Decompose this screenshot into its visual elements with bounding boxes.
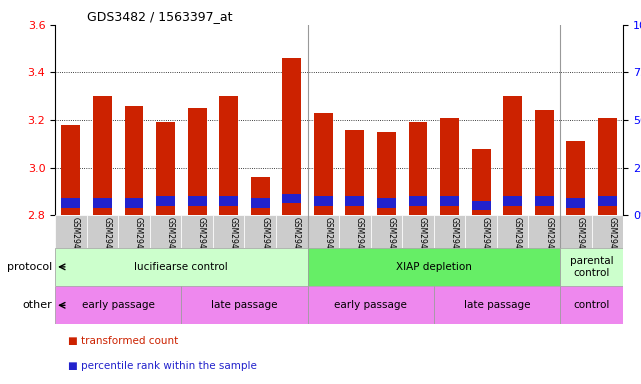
Bar <box>244 215 276 248</box>
Bar <box>434 215 465 248</box>
Bar <box>276 215 308 248</box>
Text: GSM294813: GSM294813 <box>544 217 553 263</box>
Text: GSM294819: GSM294819 <box>607 217 616 263</box>
Text: GSM294803: GSM294803 <box>103 217 112 263</box>
Bar <box>55 286 181 324</box>
Text: early passage: early passage <box>82 300 154 310</box>
Bar <box>156 196 175 205</box>
Bar <box>251 199 270 208</box>
Text: GSM294810: GSM294810 <box>449 217 458 263</box>
Text: GSM294817: GSM294817 <box>292 217 301 263</box>
Bar <box>408 122 428 215</box>
Bar <box>370 215 402 248</box>
Bar <box>124 199 144 208</box>
Bar <box>188 196 206 205</box>
Bar <box>118 215 150 248</box>
Bar <box>188 108 206 215</box>
Text: late passage: late passage <box>211 300 278 310</box>
Bar <box>560 248 623 286</box>
Bar <box>465 215 497 248</box>
Text: control: control <box>573 300 610 310</box>
Bar <box>402 215 434 248</box>
Text: GDS3482 / 1563397_at: GDS3482 / 1563397_at <box>87 10 233 23</box>
Text: GSM294814: GSM294814 <box>197 217 206 263</box>
Bar <box>150 215 181 248</box>
Bar <box>55 248 308 286</box>
Bar <box>535 196 554 205</box>
Bar <box>497 215 528 248</box>
Bar <box>345 196 364 205</box>
Bar <box>213 215 244 248</box>
Bar <box>560 286 623 324</box>
Text: GSM294802: GSM294802 <box>71 217 80 263</box>
Text: other: other <box>22 300 52 310</box>
Bar <box>314 196 333 205</box>
Bar <box>93 96 112 215</box>
Bar <box>566 141 585 215</box>
Bar <box>566 199 585 208</box>
Bar <box>377 199 396 208</box>
Bar <box>535 111 554 215</box>
Text: lucifiearse control: lucifiearse control <box>135 262 228 272</box>
Bar <box>124 106 144 215</box>
Text: GSM294805: GSM294805 <box>165 217 174 263</box>
Text: parental
control: parental control <box>570 256 613 278</box>
Bar <box>219 96 238 215</box>
Text: ■ percentile rank within the sample: ■ percentile rank within the sample <box>68 361 257 371</box>
Bar <box>528 215 560 248</box>
Bar <box>560 215 592 248</box>
Text: XIAP depletion: XIAP depletion <box>395 262 472 272</box>
Text: early passage: early passage <box>334 300 407 310</box>
Text: GSM294815: GSM294815 <box>229 217 238 263</box>
Text: GSM294806: GSM294806 <box>323 217 332 263</box>
Bar <box>282 58 301 215</box>
Bar <box>219 196 238 205</box>
Text: GSM294816: GSM294816 <box>260 217 269 263</box>
Bar <box>472 201 490 210</box>
Text: late passage: late passage <box>463 300 530 310</box>
Bar <box>339 215 370 248</box>
Bar <box>345 129 364 215</box>
Bar <box>87 215 118 248</box>
Text: GSM294807: GSM294807 <box>355 217 364 263</box>
Bar <box>408 196 428 205</box>
Bar <box>308 248 560 286</box>
Bar <box>598 118 617 215</box>
Bar <box>55 215 87 248</box>
Bar <box>592 215 623 248</box>
Text: GSM294812: GSM294812 <box>513 217 522 263</box>
Bar <box>181 286 308 324</box>
Bar <box>440 196 459 205</box>
Bar <box>377 132 396 215</box>
Text: protocol: protocol <box>6 262 52 272</box>
Text: ■ transformed count: ■ transformed count <box>68 336 178 346</box>
Bar <box>308 215 339 248</box>
Bar <box>598 196 617 205</box>
Bar <box>156 122 175 215</box>
Bar <box>503 96 522 215</box>
Text: GSM294804: GSM294804 <box>134 217 143 263</box>
Text: GSM294809: GSM294809 <box>418 217 427 263</box>
Bar <box>434 286 560 324</box>
Bar <box>503 196 522 205</box>
Bar <box>181 215 213 248</box>
Bar <box>314 113 333 215</box>
Bar <box>308 286 434 324</box>
Bar <box>472 149 490 215</box>
Bar <box>62 199 80 208</box>
Bar <box>251 177 270 215</box>
Bar <box>93 199 112 208</box>
Bar <box>62 125 80 215</box>
Text: GSM294808: GSM294808 <box>387 217 395 263</box>
Bar <box>282 194 301 203</box>
Bar <box>440 118 459 215</box>
Text: GSM294818: GSM294818 <box>576 217 585 263</box>
Text: GSM294811: GSM294811 <box>481 217 490 263</box>
